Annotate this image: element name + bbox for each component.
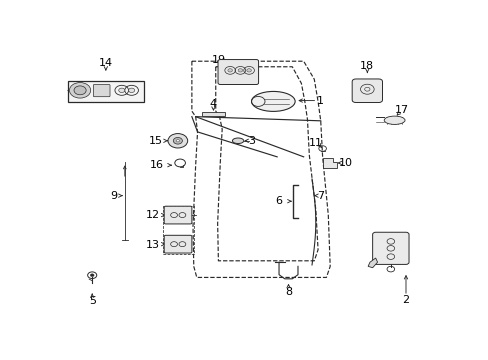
FancyBboxPatch shape [351, 79, 382, 103]
Text: 13: 13 [145, 240, 159, 250]
Text: 11: 11 [308, 138, 322, 148]
Ellipse shape [251, 91, 295, 111]
Circle shape [246, 69, 251, 72]
Text: 16: 16 [149, 160, 163, 170]
Bar [163, 206, 193, 254]
Circle shape [119, 88, 124, 93]
Text: 14: 14 [99, 58, 113, 68]
Circle shape [69, 82, 90, 98]
Text: 6: 6 [274, 196, 281, 206]
Ellipse shape [384, 116, 404, 125]
Text: 17: 17 [394, 105, 408, 115]
FancyBboxPatch shape [218, 59, 258, 85]
Circle shape [227, 69, 232, 72]
Text: 1: 1 [317, 96, 324, 105]
FancyBboxPatch shape [164, 235, 191, 253]
Circle shape [128, 88, 134, 93]
Text: 12: 12 [145, 210, 159, 220]
Text: 15: 15 [148, 136, 163, 146]
Circle shape [90, 274, 94, 276]
Text: 18: 18 [360, 61, 374, 71]
Text: 2: 2 [402, 294, 409, 305]
Circle shape [168, 134, 187, 148]
Text: 10: 10 [338, 158, 352, 168]
Text: 9: 9 [110, 191, 117, 201]
FancyBboxPatch shape [372, 232, 408, 264]
Circle shape [238, 69, 242, 72]
Ellipse shape [232, 138, 244, 144]
Bar [68, 81, 143, 102]
Polygon shape [323, 158, 336, 168]
Circle shape [176, 140, 179, 142]
Text: 8: 8 [285, 287, 291, 297]
Text: 5: 5 [88, 296, 96, 306]
Polygon shape [367, 258, 377, 268]
Text: 7: 7 [317, 191, 324, 201]
Polygon shape [202, 112, 224, 116]
FancyBboxPatch shape [164, 206, 191, 224]
Text: 3: 3 [248, 136, 255, 146]
FancyBboxPatch shape [93, 85, 110, 97]
Text: 4: 4 [209, 99, 217, 109]
Circle shape [173, 138, 182, 144]
Text: 19: 19 [211, 55, 225, 65]
Circle shape [74, 86, 86, 95]
